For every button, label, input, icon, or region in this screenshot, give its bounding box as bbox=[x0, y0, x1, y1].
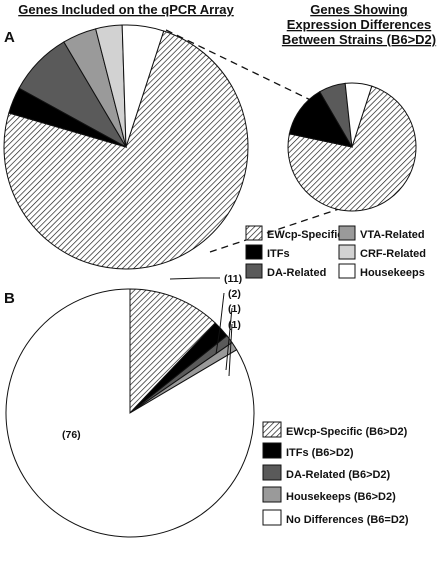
pie-b-slice-nodiff bbox=[5, 288, 255, 538]
legend-a-label-vta: VTA-Related bbox=[360, 229, 425, 241]
legend-b-swatch-nodiff bbox=[262, 509, 282, 526]
count-label-itfs: (2) bbox=[228, 288, 241, 300]
pie-a2-slice-ewcp bbox=[287, 85, 417, 212]
legend-a-swatch-house bbox=[338, 263, 356, 279]
count-leader-3 bbox=[225, 307, 233, 371]
legend-b-swatch-house_b bbox=[262, 486, 282, 503]
legend-panel-b: EWcp-Specific (B6>D2) ITFs (B6>D2) DA-Rela… bbox=[262, 421, 409, 526]
count-leader-2 bbox=[215, 327, 221, 355]
legend-panel-a: EWcp-Specific VTA-Related ITFs CRF-Related D… bbox=[245, 225, 426, 279]
pie-a1-slice-house bbox=[121, 24, 165, 148]
legend-a-label-ewcp: EWcp-Specific bbox=[267, 229, 343, 241]
legend-a-swatch-da bbox=[245, 263, 263, 279]
count-label-housekeeps: (1) bbox=[228, 319, 241, 331]
legend-b-label-da_b: DA-Related (B6>D2) bbox=[286, 469, 391, 481]
count-label-no-differences: (76) bbox=[62, 429, 81, 441]
legend-a-label-house: Housekeeps bbox=[360, 267, 425, 279]
count-label-ewcp: (11) bbox=[224, 273, 242, 285]
pie-a2-slice-itfs bbox=[288, 91, 353, 148]
pie-b-count-labels: (11) (2) (1) (1) (76) bbox=[62, 273, 242, 441]
panel-letter-b: B bbox=[4, 290, 15, 307]
legend-b-label-nodiff: No Differences (B6=D2) bbox=[286, 514, 409, 526]
connector-line-bottom bbox=[209, 201, 361, 253]
legend-b-label-house_b: Housekeeps (B6>D2) bbox=[286, 491, 396, 503]
count-leader-2b bbox=[219, 292, 225, 329]
pie-a2-title-line-3: Between Strains (B6>D2) bbox=[282, 32, 436, 47]
legend-b-label-ewcp_b: EWcp-Specific (B6>D2) bbox=[286, 426, 408, 438]
pie-a2-slice-house bbox=[344, 82, 373, 148]
count-leader-1 bbox=[169, 277, 220, 280]
count-leader-4 bbox=[228, 323, 233, 377]
pie-genes-differences bbox=[287, 82, 417, 212]
count-label-da: (1) bbox=[228, 303, 241, 315]
pie-a2-title-line-2: Expression Differences bbox=[287, 17, 432, 32]
legend-a-label-crf: CRF-Related bbox=[360, 248, 426, 260]
pie-genes-on-array bbox=[3, 24, 249, 270]
pie-a1-slice-ewcp bbox=[3, 30, 249, 270]
pie-b-slice-ewcp_b bbox=[129, 288, 217, 415]
legend-a-label-itfs: ITFs bbox=[267, 248, 290, 260]
connector-line-top bbox=[165, 29, 326, 108]
panel-letter-a: A bbox=[4, 29, 15, 46]
pie-a2-title-line-1: Genes Showing bbox=[310, 2, 408, 17]
legend-b-swatch-itfs_b bbox=[262, 442, 282, 459]
legend-b-swatch-ewcp_b bbox=[262, 421, 282, 438]
legend-a-swatch-ewcp bbox=[245, 225, 263, 241]
legend-b-label-itfs_b: ITFs (B6>D2) bbox=[286, 447, 354, 459]
pie-panel-b bbox=[5, 288, 255, 538]
pie-a1-title: Genes Included on the qPCR Array bbox=[18, 2, 234, 17]
legend-a-swatch-crf bbox=[338, 244, 356, 260]
legend-a-label-da: DA-Related bbox=[267, 267, 326, 279]
legend-a-swatch-itfs bbox=[245, 244, 263, 260]
legend-a-swatch-vta bbox=[338, 225, 356, 241]
legend-b-swatch-da_b bbox=[262, 464, 282, 481]
